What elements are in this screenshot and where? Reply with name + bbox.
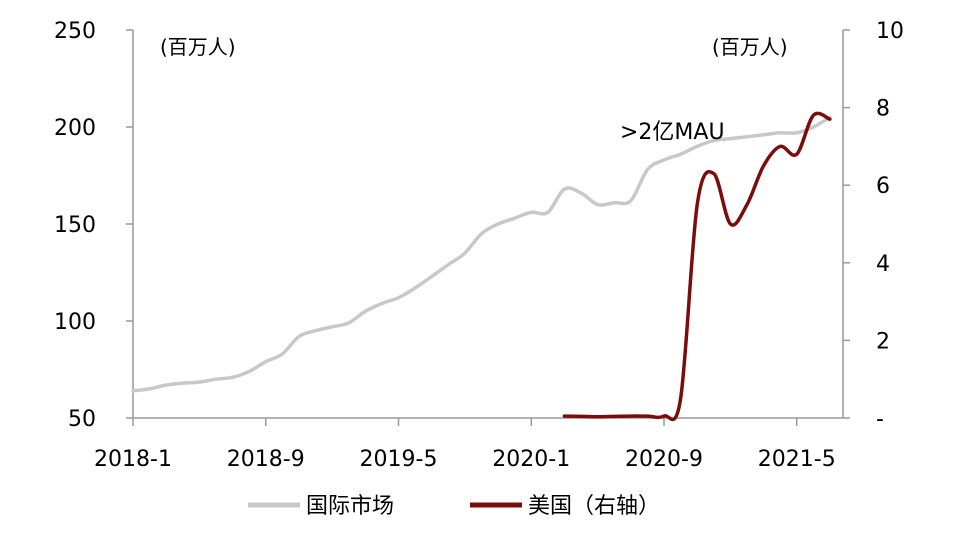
x-axis-tick-label: 2019-5 — [360, 447, 438, 472]
right-axis-tick-label: 8 — [876, 97, 890, 122]
left-axis-tick-label: 100 — [54, 310, 96, 335]
legend-label-us: 美国（右轴） — [528, 494, 660, 519]
right-axis-unit-label: (百万人) — [712, 35, 788, 59]
right-axis-tick-label: 10 — [876, 19, 904, 44]
x-axis-tick-label: 2018-1 — [94, 447, 172, 472]
right-axis-tick-label: 6 — [876, 174, 890, 199]
x-axis-tick-label: 2021-5 — [758, 447, 836, 472]
left-axis-tick-label: 250 — [54, 19, 96, 44]
axes: 50 100 150 200 250 - 2 4 6 8 10 2018-1 2018-9 2019-5 2… — [54, 19, 904, 472]
left-axis-unit-label: (百万人) — [160, 35, 236, 59]
x-axis-tick-label: 2020-1 — [492, 447, 570, 472]
right-axis-tick-label: 4 — [876, 252, 890, 277]
left-axis-tick-label: 150 — [54, 213, 96, 238]
series-layer — [131, 111, 832, 422]
series-line-international — [131, 115, 832, 393]
right-axis-tick-label: - — [876, 407, 884, 432]
legend-label-international: 国际市场 — [306, 494, 394, 519]
legend: 国际市场 美国（右轴） — [248, 494, 660, 519]
right-axis-tick-label: 2 — [876, 329, 890, 354]
mau-annotation: >2亿MAU — [620, 120, 725, 145]
left-axis-tick-label: 50 — [68, 407, 96, 432]
left-axis-tick-label: 200 — [54, 116, 96, 141]
x-axis-tick-label: 2018-9 — [227, 447, 305, 472]
series-line-us — [562, 111, 832, 422]
x-axis-tick-label: 2020-9 — [625, 447, 703, 472]
